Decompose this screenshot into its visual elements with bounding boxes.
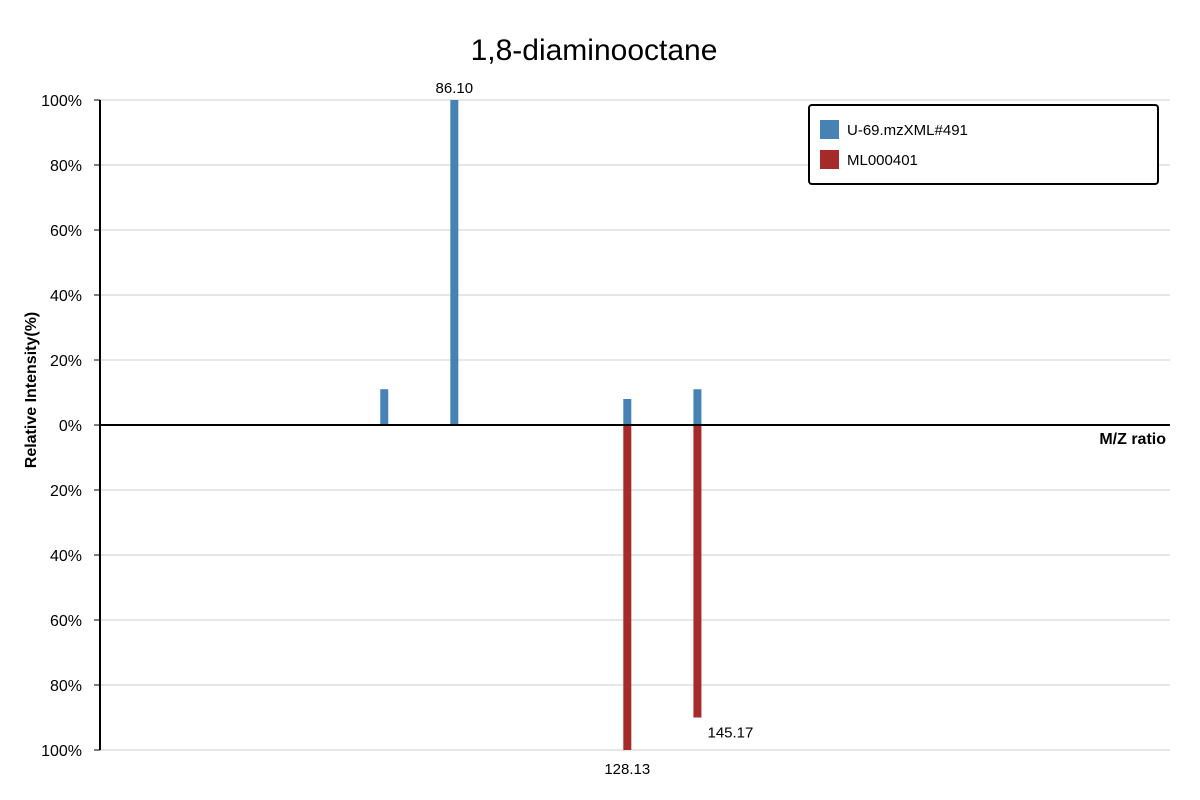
peak-bars (380, 100, 702, 750)
y-tick-label: 60% (50, 613, 82, 630)
reference-peak-bar (623, 425, 632, 750)
peak-label: 128.13 (604, 761, 650, 778)
peak-label: 145.17 (707, 725, 753, 742)
legend-label: U-69.mzXML#491 (847, 122, 968, 139)
legend: U-69.mzXML#491 ML000401 (808, 104, 1159, 185)
reference-peak-bar (693, 425, 702, 718)
peak-label: 86.10 (436, 80, 474, 97)
y-tick-label: 0% (59, 418, 82, 435)
y-tick-label: 20% (50, 483, 82, 500)
y-tick-labels: 100% 80% 60% 40% 20% 0% 20% 40% 60% 80% 100% (41, 93, 100, 760)
peak-labels: 86.10 128.13 145.17 (436, 80, 754, 778)
legend-box (808, 104, 1159, 185)
legend-swatch (820, 120, 839, 139)
x-axis-label: M/Z ratio (1099, 431, 1166, 448)
query-peak-bar (450, 100, 459, 425)
legend-swatch (820, 150, 839, 169)
legend-label: ML000401 (847, 152, 918, 169)
y-tick-label: 40% (50, 548, 82, 565)
query-peak-bar (693, 389, 702, 425)
y-tick-label: 60% (50, 223, 82, 240)
chart-title: 1,8-diaminooctane (471, 34, 718, 67)
query-peak-bar (623, 399, 632, 425)
y-axis-label: Relative Intensity(%) (23, 312, 40, 468)
y-tick-label: 20% (50, 353, 82, 370)
y-tick-label: 80% (50, 678, 82, 695)
query-peak-bar (380, 389, 389, 425)
y-tick-label: 100% (41, 93, 82, 110)
y-tick-label: 100% (41, 743, 82, 760)
y-tick-label: 80% (50, 158, 82, 175)
y-tick-label: 40% (50, 288, 82, 305)
